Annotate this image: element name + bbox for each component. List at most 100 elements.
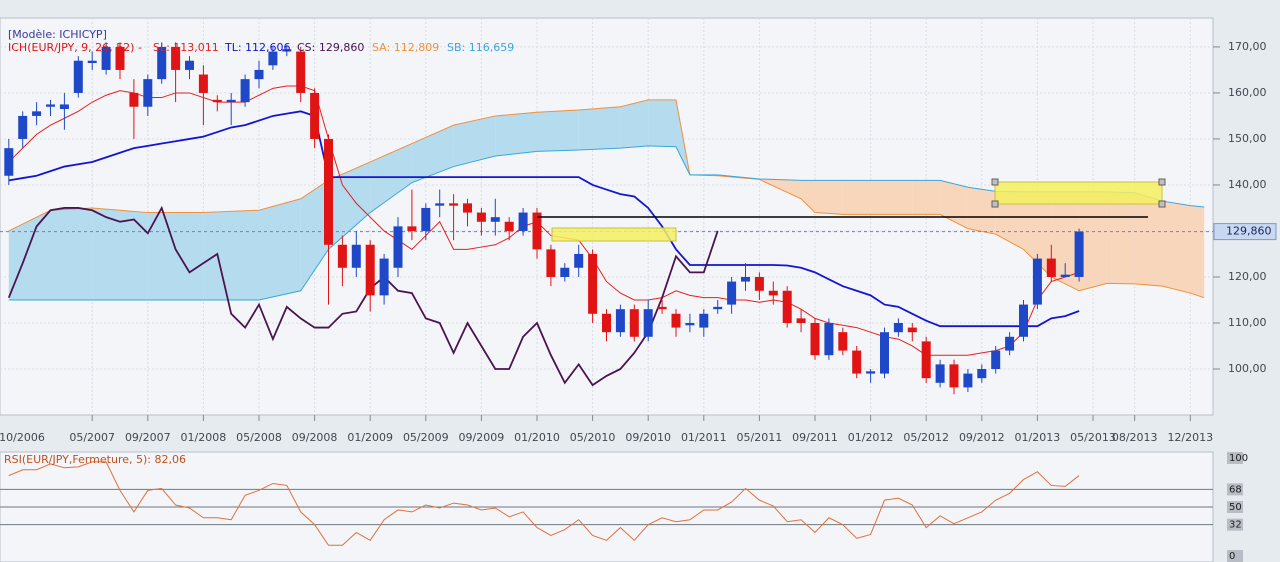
candle-body — [324, 138, 333, 245]
candle-body — [643, 309, 653, 337]
indicator-label: ICH(EUR/JPY, 9, 26, 52) - — [8, 41, 142, 54]
candle-body — [476, 212, 486, 222]
cloud-fill — [411, 125, 454, 183]
cloud-fill — [967, 187, 996, 235]
candle-body — [991, 350, 1001, 369]
rsi-line — [8, 461, 1080, 546]
candle-body — [782, 290, 792, 323]
candle-body — [282, 49, 292, 52]
cloud-fill — [147, 212, 204, 300]
candle-body — [574, 253, 584, 268]
x-tick-label: 01/2008 — [181, 431, 227, 444]
candle-body — [907, 327, 917, 333]
y-tick-label: 160,00 — [1228, 86, 1267, 99]
rsi-tick-box — [1227, 483, 1243, 496]
legend-entry: SL: 113,011 — [153, 41, 219, 54]
x-tick-label: 05/2013 — [1070, 431, 1116, 444]
candle-body — [838, 332, 848, 351]
candle-body — [1005, 336, 1015, 351]
last-price-label: 129,860 — [1226, 225, 1272, 238]
cloud-fill — [495, 112, 537, 156]
cloud-fill — [620, 99, 649, 149]
candle-body — [824, 322, 834, 356]
candle-body — [351, 244, 361, 268]
drawings — [537, 178, 1166, 242]
cloud-fill — [648, 99, 676, 147]
indicator-line — [8, 110, 1080, 328]
rsi-tick-box — [1227, 501, 1243, 513]
candle-body — [1019, 304, 1028, 337]
cloud-fill — [8, 210, 51, 300]
x-tick-label: 09/2011 — [792, 431, 838, 444]
candle-body — [546, 249, 556, 277]
candle-body — [115, 46, 125, 70]
y-tick-label: 150,00 — [1228, 132, 1267, 145]
candle-body — [685, 322, 695, 326]
candle-body — [337, 244, 347, 268]
candle-body — [713, 306, 723, 310]
rsi-layer — [0, 461, 1213, 546]
candle-body — [977, 368, 987, 379]
candle-body — [171, 46, 181, 70]
candle-body — [18, 115, 28, 139]
x-tick-label: 10/2006 — [0, 431, 45, 444]
x-tick-label: 01/2009 — [347, 431, 393, 444]
rsi-tick-box — [1227, 518, 1243, 531]
candle-body — [421, 207, 431, 231]
cloud-fill — [842, 180, 871, 215]
x-tick-label: 05/2007 — [69, 431, 115, 444]
candle-body — [268, 51, 278, 66]
candle-body — [880, 332, 889, 374]
x-tick-label: 09/2008 — [292, 431, 338, 444]
highlight-box — [994, 181, 1163, 205]
candle-body — [588, 253, 598, 314]
candle-body — [393, 226, 403, 268]
rsi-label: RSI(EUR/JPY,Fermeture, 5): 82,06 — [4, 453, 186, 466]
last-price-box — [1213, 223, 1277, 241]
candle-body — [796, 318, 806, 323]
x-tick-label: 05/2010 — [570, 431, 616, 444]
candle-body — [185, 60, 194, 70]
candle-body — [129, 92, 139, 107]
candle-body — [504, 221, 514, 231]
x-tick-label: 09/2009 — [459, 431, 505, 444]
candle-body — [226, 99, 236, 103]
candle-body — [46, 104, 55, 107]
cloud-fill — [1190, 205, 1205, 298]
legend-entry: SB: 116,659 — [447, 41, 514, 54]
candle-body — [935, 364, 945, 383]
cloud-fill — [259, 198, 301, 300]
candle-body — [810, 322, 820, 356]
candle-body — [212, 99, 222, 103]
rsi-tick-label: 0 — [1229, 551, 1235, 562]
cloud-fill — [92, 207, 148, 300]
candle-body — [699, 313, 709, 328]
cloud-fill — [1106, 191, 1135, 284]
candle-body — [143, 79, 153, 107]
candle-body — [198, 74, 208, 93]
model-label: [Modèle: ICHICYP] — [8, 28, 107, 41]
candle-body — [921, 341, 931, 379]
indicator-line — [8, 85, 1080, 356]
indicator-line — [7, 205, 719, 387]
cloud-fill — [578, 106, 621, 150]
rsi-tick-label: 50 — [1229, 502, 1242, 513]
candle-body — [1032, 258, 1042, 305]
cloud-fill — [300, 180, 329, 291]
candle-body — [768, 290, 778, 296]
cloud-fill — [453, 115, 496, 167]
candle-body — [727, 281, 737, 305]
candle-body — [32, 111, 42, 116]
candle-body — [671, 313, 681, 328]
candle-body — [602, 313, 611, 333]
x-tick-label: 01/2012 — [848, 431, 894, 444]
legend-entry: CS: 129,860 — [297, 41, 364, 54]
candle-body — [1060, 274, 1070, 277]
candle-body — [754, 276, 764, 291]
axis-layer: 100,00110,00120,00130,00140,00150,00160,… — [0, 40, 1277, 562]
rsi-tick-box — [1227, 550, 1243, 562]
x-tick-label: 01/2011 — [681, 431, 727, 444]
cloud-fill — [537, 109, 579, 152]
y-tick-label: 170,00 — [1228, 40, 1267, 53]
